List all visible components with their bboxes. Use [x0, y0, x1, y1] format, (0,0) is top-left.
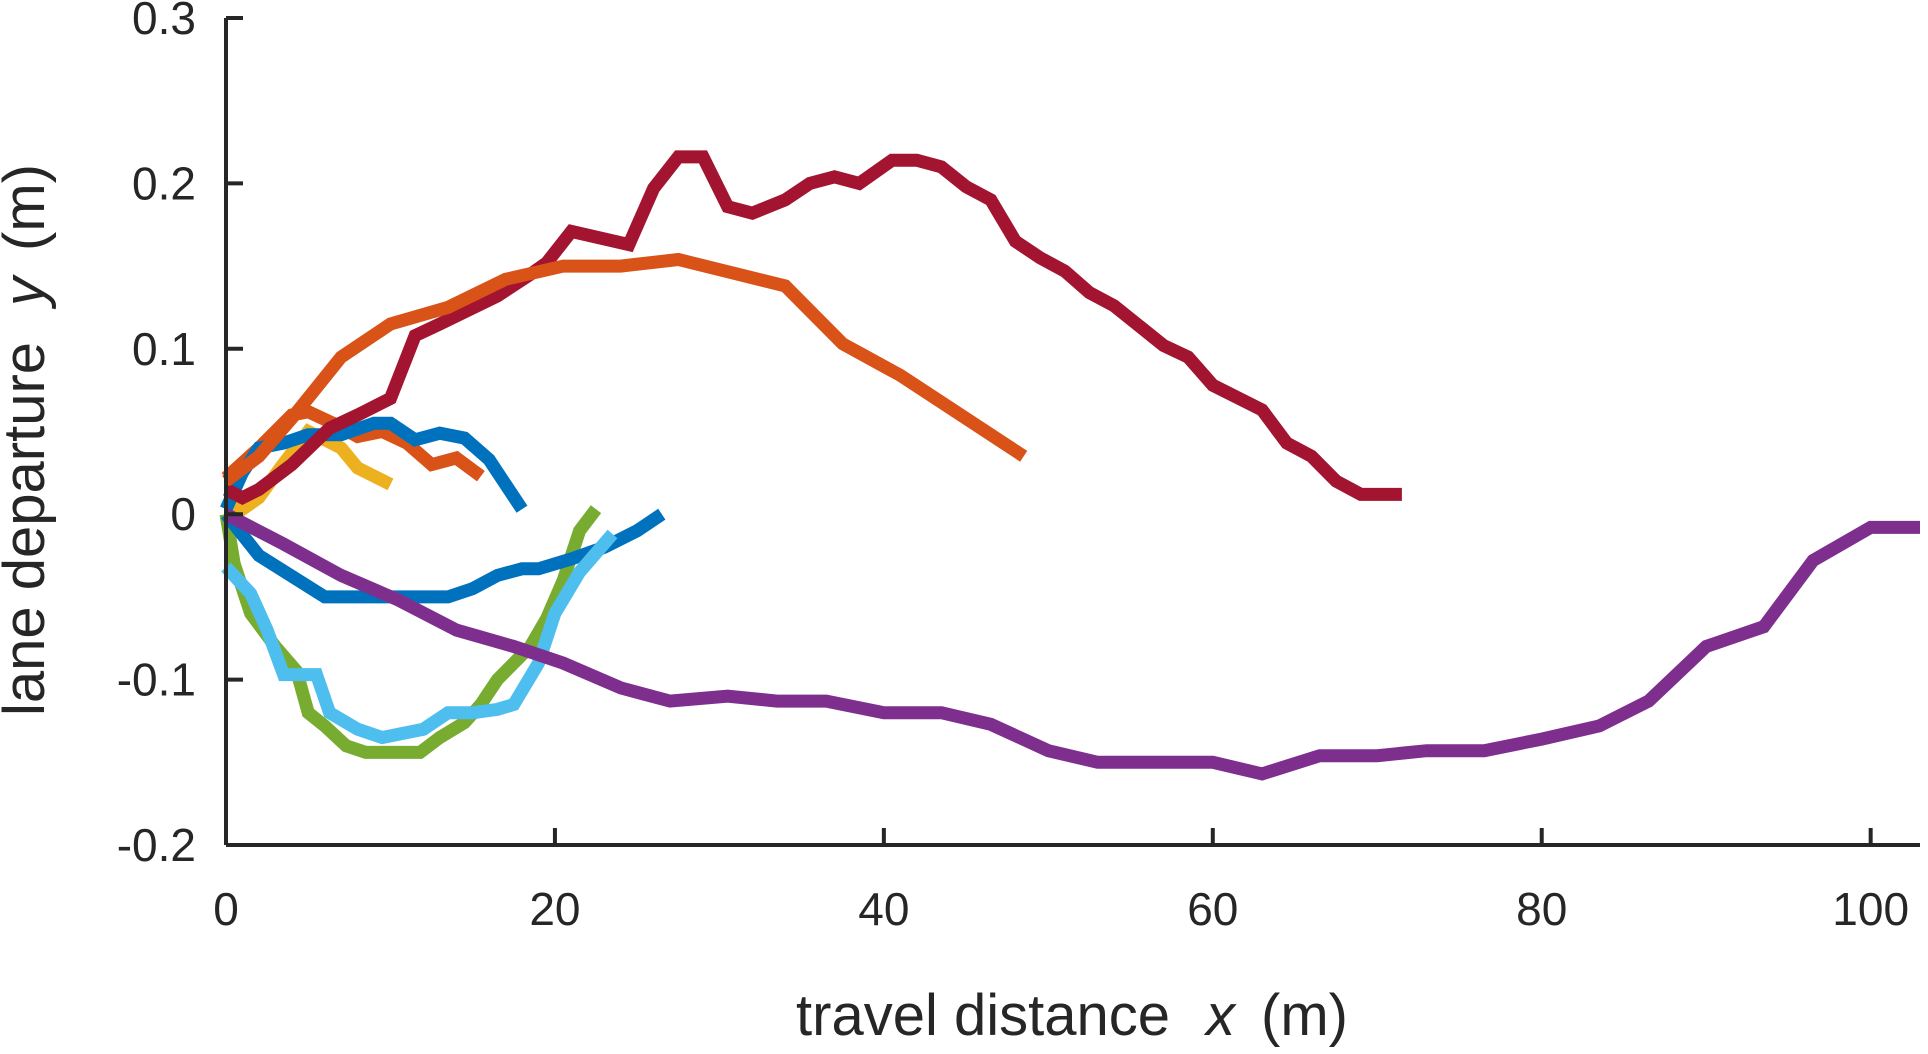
x-tick-label: 80 [1516, 883, 1567, 935]
x-axis-label-unit: (m) [1261, 983, 1348, 1048]
y-tick-label: 0.3 [132, 0, 196, 44]
series-line-1 [224, 423, 394, 517]
x-tick-label: 0 [213, 883, 239, 935]
series-line-8 [221, 529, 618, 745]
y-tick-label: -0.1 [117, 654, 196, 706]
x-axis-label: travel distance x (m) [796, 983, 1348, 1048]
x-tick-label: 20 [529, 883, 580, 935]
axes-layer [224, 18, 1920, 847]
x-tick-label: 100 [1832, 883, 1909, 935]
y-tick-label: -0.2 [117, 819, 196, 871]
series-line-4 [223, 150, 1402, 505]
y-axis-label-unit: (m) [0, 164, 57, 251]
x-tick-label: 40 [858, 883, 909, 935]
x-axis-label-prefix: travel distance [796, 983, 1170, 1048]
x-tick-label: 60 [1187, 883, 1238, 935]
series-line-9 [223, 508, 1920, 781]
ticks-layer: 0 20 40 60 80 100 -0.2 -0.1 0 0.1 0.2 0.3 [117, 0, 1909, 935]
y-axis-label: lane departure y (m) [0, 164, 57, 716]
series-line-5 [222, 252, 1028, 487]
y-tick-label: 0 [170, 488, 196, 540]
y-axis-label-variable: y [0, 274, 57, 310]
y-tick-label: 0.2 [132, 157, 196, 209]
x-axis-label-variable: x [1203, 983, 1237, 1048]
y-tick-label: 0.1 [132, 323, 196, 375]
series-layer [219, 150, 1920, 781]
y-axis-label-prefix: lane departure [0, 342, 57, 716]
